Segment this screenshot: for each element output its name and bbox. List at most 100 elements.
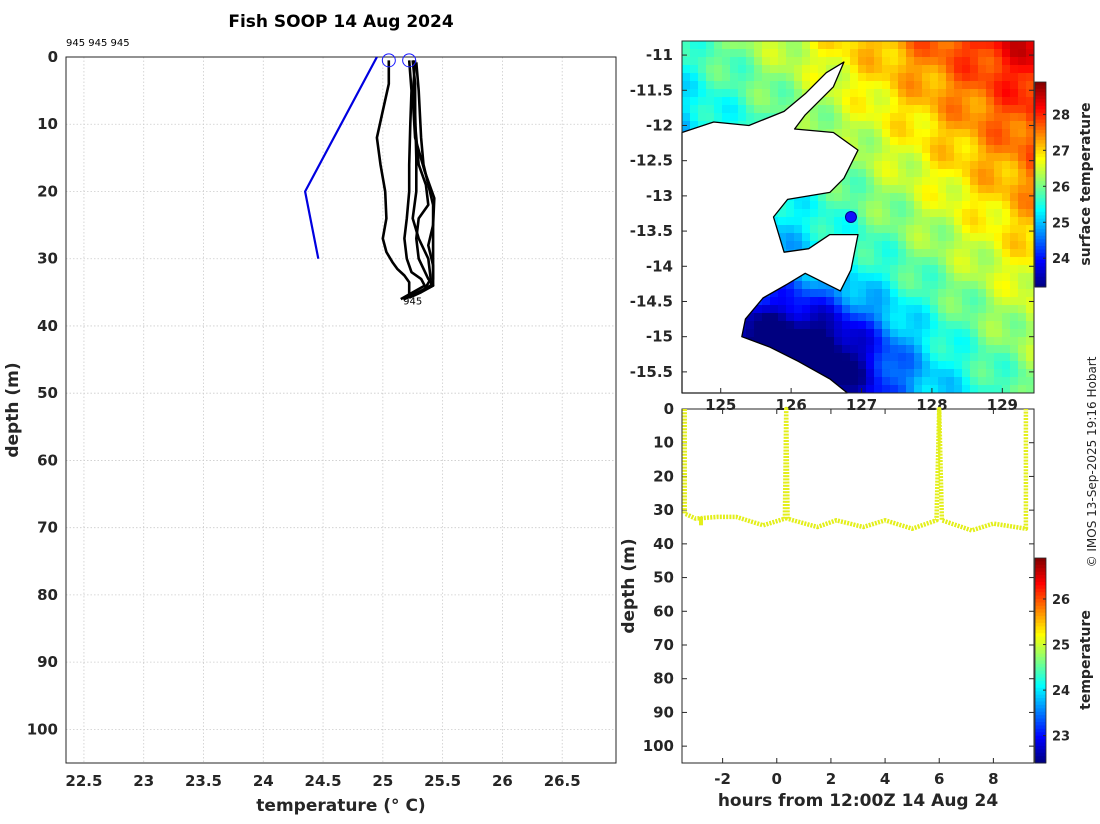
sst-cell	[1002, 297, 1011, 306]
sst-cell	[770, 89, 779, 98]
sst-cell	[978, 353, 987, 362]
sst-cell	[890, 281, 899, 290]
sst-cell	[994, 377, 1003, 386]
sst-cell	[698, 105, 707, 114]
sst-cell	[930, 105, 939, 114]
sst-cell	[818, 41, 827, 50]
sst-cell	[922, 209, 931, 218]
profile-xtick: 23.5	[185, 772, 222, 790]
sst-cell	[866, 353, 875, 362]
sst-cell	[818, 289, 827, 298]
sst-cell	[946, 49, 955, 58]
sst-cell	[946, 361, 955, 370]
sst-cell	[810, 313, 819, 322]
time-xtick: 2	[826, 770, 836, 788]
sst-cell	[898, 145, 907, 154]
sst-cell	[794, 41, 803, 50]
sst-cell	[1002, 137, 1011, 146]
sst-cell	[834, 313, 843, 322]
sst-cell	[858, 177, 867, 186]
sst-cell	[858, 41, 867, 50]
sst-cell	[914, 225, 923, 234]
sst-cell	[1018, 49, 1027, 58]
sst-cell	[818, 337, 827, 346]
sst-cell	[898, 121, 907, 130]
sst-cell	[842, 129, 851, 138]
sst-cell	[1002, 169, 1011, 178]
sst-colorbar-segment	[1035, 280, 1046, 285]
sst-cell	[962, 201, 971, 210]
sst-colorbar-segment	[1035, 174, 1046, 179]
sst-cell	[970, 321, 979, 330]
sst-cell	[914, 249, 923, 258]
sst-cell	[850, 329, 859, 338]
temperature-colorbar-segment	[1035, 674, 1046, 679]
sst-cell	[882, 169, 891, 178]
sst-cell	[882, 105, 891, 114]
sst-cell	[970, 249, 979, 258]
sst-cell	[698, 57, 707, 66]
sst-colorbar-frame	[1034, 81, 1047, 288]
sst-cell	[962, 273, 971, 282]
time-ytick: 100	[643, 737, 674, 755]
sst-cell	[946, 89, 955, 98]
sst-cell	[858, 169, 867, 178]
sst-cell	[882, 377, 891, 386]
sst-cell	[938, 121, 947, 130]
sst-cell	[1010, 193, 1019, 202]
sst-colorbar-segment	[1035, 85, 1046, 90]
sst-cell	[1002, 89, 1011, 98]
sst-cell	[850, 89, 859, 98]
sst-cell	[1026, 369, 1035, 378]
sst-cell	[946, 289, 955, 298]
sst-colorbar-tick: 28	[1052, 108, 1070, 123]
sst-cell	[890, 249, 899, 258]
sst-colorbar-segment	[1035, 252, 1046, 257]
sst-cell	[1010, 113, 1019, 122]
sst-cell	[786, 81, 795, 90]
sst-cell	[954, 89, 963, 98]
sst-cell	[1018, 249, 1027, 258]
sst-cell	[786, 289, 795, 298]
sst-cell	[794, 313, 803, 322]
sst-cell	[938, 233, 947, 242]
sst-cell	[834, 105, 843, 114]
sst-cell	[930, 353, 939, 362]
sst-cell	[1010, 305, 1019, 314]
sst-cell	[858, 73, 867, 82]
sst-cell	[954, 273, 963, 282]
sst-cell	[754, 97, 763, 106]
sst-cell	[994, 57, 1003, 66]
sst-cell	[874, 217, 883, 226]
sst-cell	[978, 89, 987, 98]
sst-cell	[778, 73, 787, 82]
sst-cell	[890, 305, 899, 314]
sst-cell	[906, 249, 915, 258]
sst-cell	[850, 177, 859, 186]
sst-cell	[890, 369, 899, 378]
sst-cell	[938, 81, 947, 90]
sst-cell	[1018, 73, 1027, 82]
sst-cell	[890, 209, 899, 218]
sst-cell	[978, 385, 987, 394]
sst-cell	[994, 313, 1003, 322]
sst-cell	[1026, 225, 1035, 234]
sst-cell	[938, 89, 947, 98]
sst-cell	[954, 97, 963, 106]
sst-cell	[874, 49, 883, 58]
sst-cell	[698, 41, 707, 50]
sst-cell	[882, 241, 891, 250]
sst-cell	[874, 97, 883, 106]
sst-cell	[906, 177, 915, 186]
sst-cell	[858, 353, 867, 362]
sst-cell	[986, 41, 995, 50]
sst-cell	[850, 313, 859, 322]
sst-cell	[890, 145, 899, 154]
temperature-colorbar-segment	[1035, 578, 1046, 583]
sst-cell	[930, 281, 939, 290]
temperature-colorbar-segment	[1035, 657, 1046, 661]
sst-cell	[746, 73, 755, 82]
sst-colorbar-tick: 27	[1052, 144, 1070, 159]
sst-cell	[762, 321, 771, 330]
sst-cell	[850, 273, 859, 282]
